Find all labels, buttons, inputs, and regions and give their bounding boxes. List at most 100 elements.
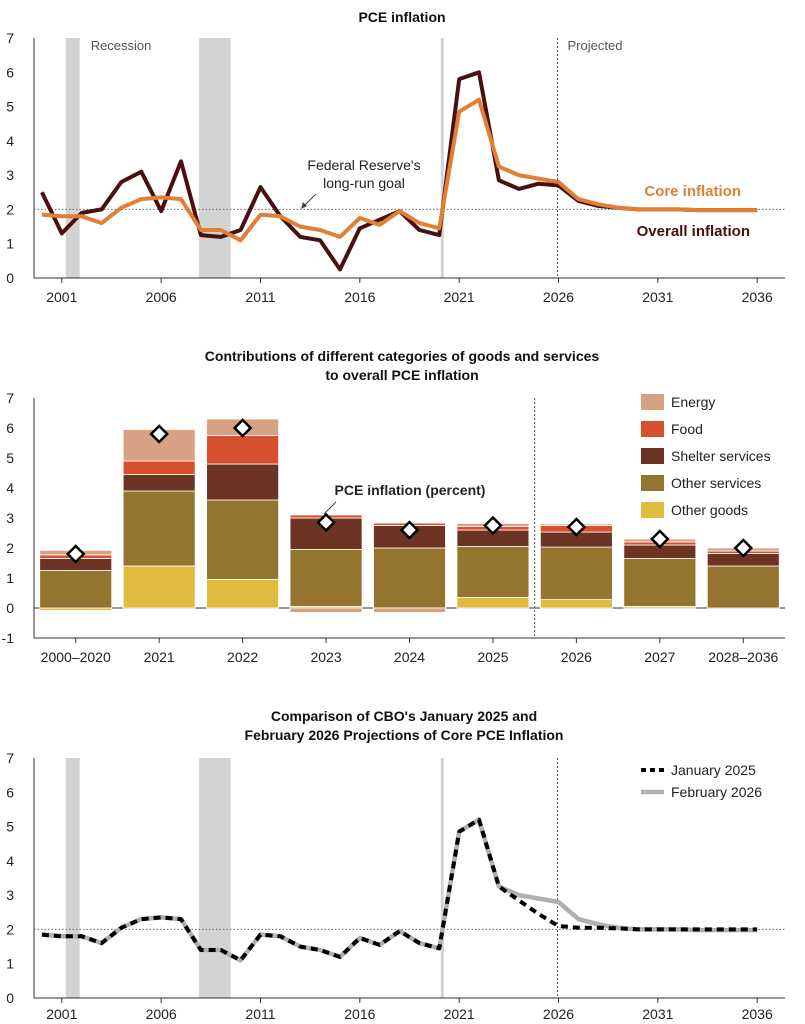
x-tick-label: 2036: [742, 289, 773, 305]
y-tick-label: 1: [6, 570, 14, 586]
y-tick-label: 0: [6, 990, 14, 1006]
bar-segment: [456, 597, 530, 609]
y-tick-label: 2: [6, 201, 14, 217]
legend-label: February 2026: [671, 784, 762, 800]
goal-annotation-arrow: [303, 193, 317, 207]
pce-inflation-marker: [650, 529, 670, 549]
x-tick-label: 2036: [742, 1006, 773, 1022]
goal-annotation-arrowhead: [301, 202, 307, 209]
pce-inflation-marker: [483, 515, 503, 536]
pce-inflation-marker: [566, 517, 587, 537]
core-inflation-line: [41, 97, 758, 243]
legend-swatch: [641, 421, 664, 437]
february-2026-line: [41, 817, 758, 963]
pce-inflation-marker: [149, 424, 169, 444]
x-tick-label: 2031: [642, 289, 673, 305]
x-tick-label: 2031: [642, 1006, 673, 1022]
y-tick-label: 5: [6, 99, 14, 115]
goal-annotation-line2: long-run goal: [323, 175, 405, 191]
bar-segment: [539, 546, 613, 600]
legend-label: Food: [671, 421, 703, 437]
january-2025-line: [41, 817, 758, 963]
y-tick-label: 2: [6, 921, 14, 937]
recession-label: Recession: [91, 38, 152, 53]
x-tick-label: 2006: [146, 1006, 177, 1022]
y-tick-label: 6: [6, 784, 14, 800]
x-tick-label: 2027: [644, 649, 675, 665]
y-tick-label: 1: [6, 956, 14, 972]
y-tick-label: -1: [2, 630, 15, 646]
bar-segment: [289, 607, 363, 613]
y-tick-label: 7: [6, 30, 14, 46]
bar-segment: [39, 570, 113, 609]
x-tick-label: 2000–2020: [41, 649, 111, 665]
overall-inflation-label: Overall inflation: [637, 223, 750, 240]
bar-segment: [206, 435, 280, 465]
legend-swatch: [641, 502, 664, 518]
y-tick-label: 4: [6, 133, 14, 149]
legend-swatch: [641, 394, 664, 410]
bar-segment: [206, 463, 280, 501]
bar-segment: [122, 474, 196, 492]
x-tick-label: 2011: [245, 289, 275, 305]
x-tick-label: 2026: [543, 289, 574, 305]
bar-segment: [373, 547, 446, 609]
x-tick-label: 2025: [477, 649, 508, 665]
y-tick-label: 3: [6, 887, 14, 903]
bar-segment: [122, 565, 196, 609]
x-tick-label: 2001: [46, 289, 77, 305]
x-tick-label: 2011: [245, 1006, 275, 1022]
recession-band: [440, 758, 444, 998]
chart-pce-inflation: PCE inflation Recession Projected 0 1 2 3 4 5 6 7 2…: [6, 9, 785, 305]
y-tick-label: 0: [6, 270, 14, 286]
y-tick-label: 5: [6, 819, 14, 835]
core-inflation-label: Core inflation: [644, 183, 741, 200]
chart-title: PCE inflation: [358, 9, 445, 25]
bar-segment: [706, 565, 780, 609]
bar-segment: [373, 607, 446, 613]
pce-annotation: PCE inflation (percent): [335, 482, 486, 498]
bar-segment: [206, 499, 280, 580]
pce-inflation-marker: [399, 520, 420, 540]
recession-band: [65, 758, 80, 998]
y-tick-label: 3: [6, 167, 14, 183]
y-tick-label: 0: [6, 600, 14, 616]
bar-segment: [122, 460, 196, 475]
pce-inflation-marker: [733, 538, 754, 558]
recession-band: [65, 38, 80, 278]
recession-band: [198, 38, 231, 278]
legend-swatch: [641, 448, 664, 464]
x-tick-label: 2023: [310, 649, 341, 665]
x-tick-label: 2021: [444, 1006, 475, 1022]
pce-inflation-marker: [65, 544, 86, 564]
bar-segment: [206, 579, 280, 609]
y-tick-label: 6: [6, 420, 14, 436]
y-tick-label: 7: [6, 390, 14, 406]
bar-segment: [289, 549, 363, 607]
x-tick-label: 2024: [394, 649, 425, 665]
x-tick-label: 2026: [543, 1006, 574, 1022]
projected-label: Projected: [568, 38, 623, 53]
chart-title-line2: February 2026 Projections of Core PCE In…: [245, 727, 564, 743]
x-tick-label: 2021: [144, 649, 175, 665]
pce-annotation-arrow: [323, 501, 337, 515]
y-tick-label: 6: [6, 64, 14, 80]
x-tick-label: 2026: [561, 649, 592, 665]
x-tick-label: 2022: [227, 649, 258, 665]
x-tick-label: 2021: [444, 289, 475, 305]
pce-inflation-marker: [316, 512, 336, 533]
recession-band: [198, 758, 231, 998]
y-tick-label: 2: [6, 540, 14, 556]
recession-band: [440, 38, 444, 278]
bar-segment: [456, 546, 530, 598]
legend-label: Other services: [671, 475, 761, 491]
y-tick-label: 5: [6, 450, 14, 466]
chart-projection-comparison: Comparison of CBO's January 2025 and Febr…: [6, 708, 785, 1022]
chart-title-line1: Comparison of CBO's January 2025 and: [271, 708, 537, 724]
y-tick-label: 4: [6, 480, 14, 496]
legend-label: Shelter services: [671, 448, 771, 464]
y-tick-label: 1: [6, 236, 14, 252]
chart-title-line1: Contributions of different categories of…: [205, 348, 600, 364]
x-tick-label: 2001: [46, 1006, 77, 1022]
